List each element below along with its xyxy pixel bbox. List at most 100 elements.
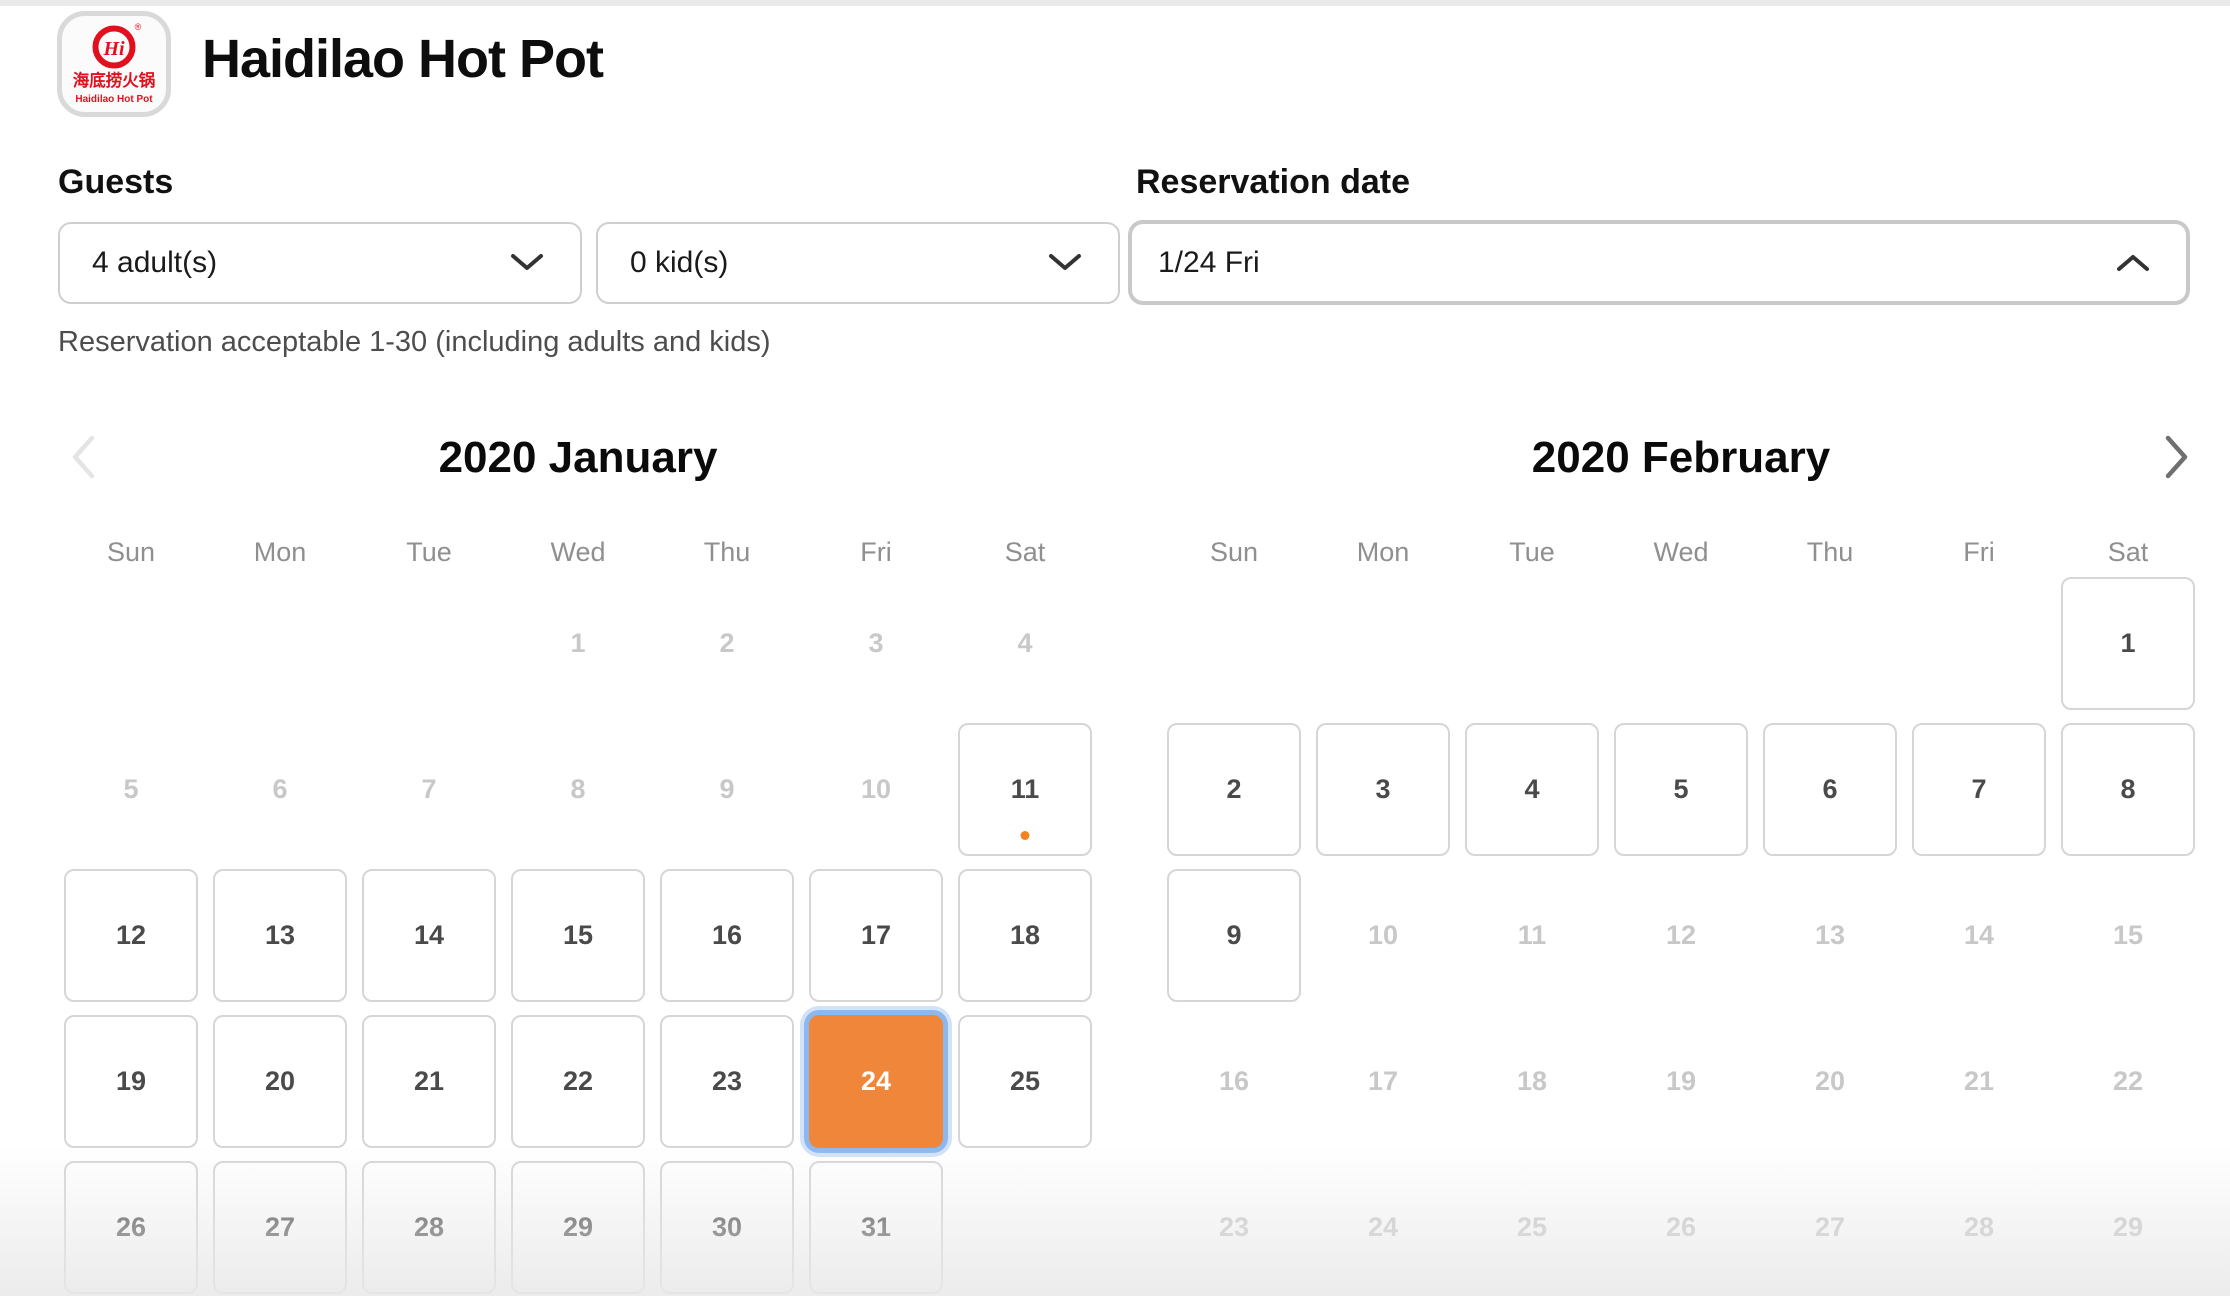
top-divider: [0, 0, 2230, 6]
calendar-day-18[interactable]: 18: [958, 869, 1092, 1002]
calendar-day-2[interactable]: 2: [1167, 723, 1301, 856]
calendar-day-9-disabled: 9: [719, 774, 735, 804]
calendar-day-24-disabled: 24: [1367, 1212, 1399, 1242]
calendar-day-20-disabled: 20: [1814, 1066, 1846, 1096]
kids-select[interactable]: 0 kid(s): [596, 222, 1120, 304]
weekday-row: Sun Mon Tue Wed Thu Fri Sat: [1167, 535, 2195, 569]
calendar-day-13[interactable]: 13: [213, 869, 347, 1002]
adults-select[interactable]: 4 adult(s): [58, 222, 582, 304]
calendar-day-28-disabled: 28: [1963, 1212, 1995, 1242]
calendar-day-25[interactable]: 25: [958, 1015, 1092, 1148]
month-title: 2020 January: [438, 433, 718, 482]
calendar-day-2-disabled: 2: [719, 628, 735, 658]
calendar-day-3[interactable]: 3: [1316, 723, 1450, 856]
weekday-label: Tue: [406, 537, 452, 567]
weekday-row: Sun Mon Tue Wed Thu Fri Sat: [64, 535, 1092, 569]
calendar-day-20[interactable]: 20: [213, 1015, 347, 1148]
calendar-day-30[interactable]: 30: [660, 1161, 794, 1294]
calendar-day-31[interactable]: 31: [809, 1161, 943, 1294]
weekday-label: Sun: [1209, 537, 1259, 567]
adults-select-value: 4 adult(s): [92, 246, 218, 279]
reservation-date-select[interactable]: 1/24 Fri: [1128, 220, 2190, 305]
guests-label: Guests: [58, 163, 174, 201]
calendar-day-6[interactable]: 6: [1763, 723, 1897, 856]
calendar-day-15[interactable]: 15: [511, 869, 645, 1002]
month-title: 2020 February: [1531, 433, 1831, 482]
haidilao-logo: Hi ® 海底捞火锅 Haidilao Hot Pot: [57, 11, 171, 117]
calendar-day-4-disabled: 4: [1017, 628, 1033, 658]
calendar-day-15-disabled: 15: [2112, 920, 2144, 950]
calendar-day-29[interactable]: 29: [511, 1161, 645, 1294]
calendar-day-1-disabled: 1: [570, 628, 586, 658]
calendar-day-7[interactable]: 7: [1912, 723, 2046, 856]
calendar-day-11-disabled: 11: [1517, 920, 1547, 950]
calendar-day-21[interactable]: 21: [362, 1015, 496, 1148]
svg-text:Hi: Hi: [102, 38, 125, 60]
calendar-day-26[interactable]: 26: [64, 1161, 198, 1294]
logo-english-text: Haidilao Hot Pot: [75, 94, 153, 105]
chevron-down-icon: [1048, 246, 1082, 280]
calendar-day-19-disabled: 19: [1665, 1066, 1697, 1096]
chevron-up-icon: [2116, 246, 2150, 280]
chevron-right-icon: [2164, 434, 2190, 483]
weekday-label: Sun: [106, 537, 156, 567]
calendar-day-16[interactable]: 16: [660, 869, 794, 1002]
weekday-label: Thu: [703, 537, 751, 567]
weekday-label: Sat: [2107, 537, 2149, 567]
calendar-day-17[interactable]: 17: [809, 869, 943, 1002]
weekday-label: Mon: [1356, 537, 1410, 567]
calendar-day-23[interactable]: 23: [660, 1015, 794, 1148]
calendar-day-28[interactable]: 28: [362, 1161, 496, 1294]
guests-helper-note: Reservation acceptable 1-30 (including a…: [58, 326, 771, 358]
calendar-day-3-disabled: 3: [868, 628, 884, 658]
calendar-day-10-disabled: 10: [1367, 920, 1399, 950]
calendar-day-8[interactable]: 8: [2061, 723, 2195, 856]
registered-mark: ®: [135, 22, 142, 32]
calendar-day-27[interactable]: 27: [213, 1161, 347, 1294]
calendar-day-22-disabled: 22: [2112, 1066, 2144, 1096]
calendar-day-7-disabled: 7: [421, 774, 437, 804]
calendar-day-1[interactable]: 1: [2061, 577, 2195, 710]
weekday-label: Mon: [253, 537, 307, 567]
calendar-day-19[interactable]: 19: [64, 1015, 198, 1148]
availability-dot: [1020, 831, 1030, 840]
weekday-label: Wed: [550, 537, 606, 567]
calendar-day-16-disabled: 16: [1218, 1066, 1250, 1096]
weekday-label: Fri: [860, 537, 892, 567]
calendar-day-8-disabled: 8: [570, 774, 586, 804]
calendar-day-11[interactable]: 11: [958, 723, 1092, 856]
calendar-day-23-disabled: 23: [1218, 1212, 1250, 1242]
calendar-day-5[interactable]: 5: [1614, 723, 1748, 856]
kids-select-value: 0 kid(s): [630, 246, 729, 279]
calendar-day-13-disabled: 13: [1814, 920, 1846, 950]
calendar-day-6-disabled: 6: [272, 774, 288, 804]
calendar-day-29-disabled: 29: [2112, 1212, 2144, 1242]
calendar-day-4[interactable]: 4: [1465, 723, 1599, 856]
weekday-label: Wed: [1653, 537, 1709, 567]
calendar-day-21-disabled: 21: [1963, 1066, 1995, 1096]
day-grid-february: 1 2 3 4 5 6 7 8 9 10 11 12 13 14 15 16 17 18 19 20 21 22 23 24 2…: [1167, 577, 2195, 1294]
prev-month-button[interactable]: [58, 432, 108, 484]
weekday-label: Tue: [1509, 537, 1555, 567]
calendar-day-27-disabled: 27: [1814, 1212, 1846, 1242]
calendar-day-25-disabled: 25: [1516, 1212, 1548, 1242]
next-month-button[interactable]: [2152, 432, 2202, 484]
calendar-day-18-disabled: 18: [1516, 1066, 1548, 1096]
calendar-day-22[interactable]: 22: [511, 1015, 645, 1148]
calendar-day-24-selected[interactable]: 24: [809, 1015, 943, 1148]
calendar-day-12-disabled: 12: [1665, 920, 1697, 950]
calendar-day-5-disabled: 5: [123, 774, 139, 804]
reservation-date-label: Reservation date: [1136, 163, 1410, 201]
weekday-label: Fri: [1963, 537, 1995, 567]
chevron-left-icon: [70, 434, 96, 483]
calendar-day-26-disabled: 26: [1665, 1212, 1697, 1242]
reservation-date-value: 1/24 Fri: [1158, 245, 1260, 279]
calendar-day-9[interactable]: 9: [1167, 869, 1301, 1002]
chevron-down-icon: [510, 246, 544, 280]
haidilao-logo-icon: Hi ® 海底捞火锅 Haidilao Hot Pot: [73, 22, 156, 105]
calendar-day-12[interactable]: 12: [64, 869, 198, 1002]
page-title: Haidilao Hot Pot: [202, 29, 604, 89]
calendar-day-14[interactable]: 14: [362, 869, 496, 1002]
